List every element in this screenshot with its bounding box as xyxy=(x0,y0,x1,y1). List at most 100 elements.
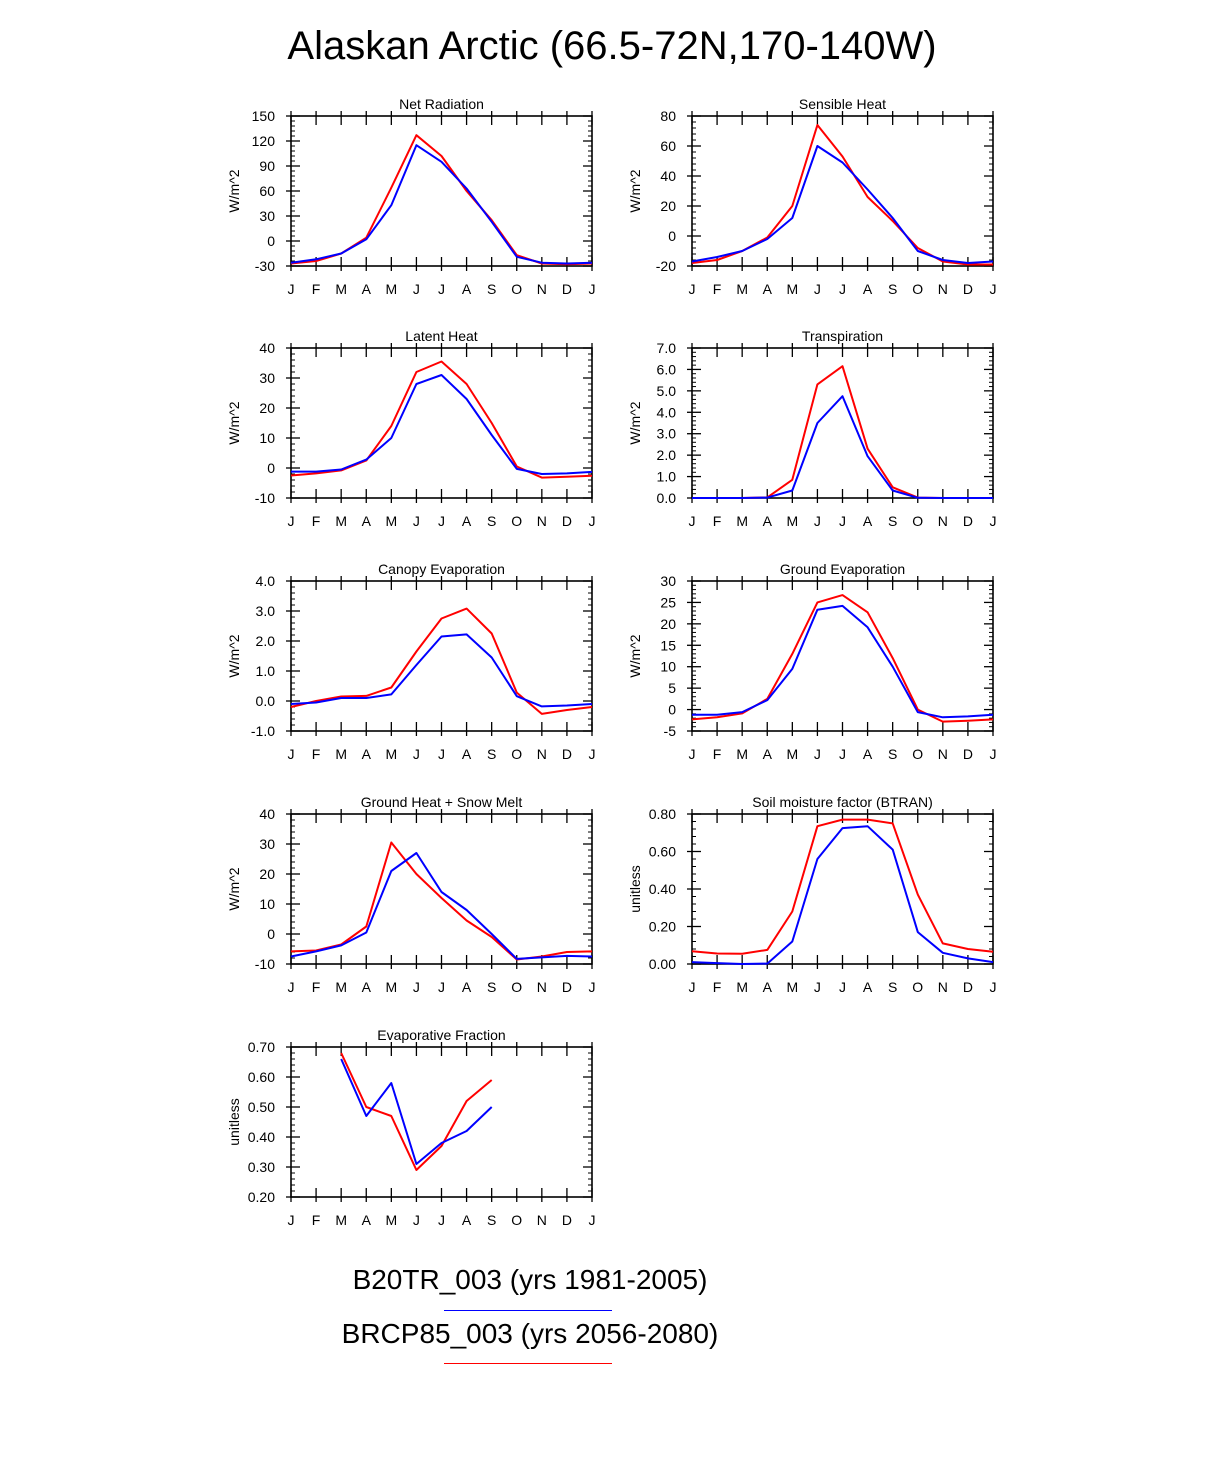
x-tick-label: S xyxy=(487,979,496,995)
y-tick-label: 10 xyxy=(259,896,275,912)
x-tick-label: J xyxy=(413,513,420,529)
y-tick-label: 80 xyxy=(660,108,676,124)
x-tick-label: S xyxy=(888,513,897,529)
x-tick-label: J xyxy=(438,281,445,297)
x-tick-label: A xyxy=(462,513,472,529)
x-tick-label: A xyxy=(362,281,372,297)
x-tick-label: S xyxy=(487,281,496,297)
x-tick-label: M xyxy=(385,513,397,529)
y-tick-label: 2.0 xyxy=(657,447,677,463)
series-line-b20tr xyxy=(691,145,994,264)
x-tick-label: J xyxy=(589,746,596,762)
x-tick-label: J xyxy=(288,513,295,529)
x-tick-label: S xyxy=(487,513,496,529)
y-tick-label: -1.0 xyxy=(251,723,275,739)
x-tick-label: J xyxy=(990,746,997,762)
x-tick-label: J xyxy=(814,281,821,297)
y-axis-label: unitless xyxy=(627,865,643,912)
x-tick-label: M xyxy=(385,746,397,762)
y-tick-label: 40 xyxy=(259,340,275,356)
x-tick-label: N xyxy=(537,513,547,529)
series-line-brcp85 xyxy=(290,134,593,266)
series-line-b20tr xyxy=(692,395,993,499)
x-tick-label: D xyxy=(562,513,572,529)
y-tick-label: 0.00 xyxy=(649,956,676,972)
x-tick-label: S xyxy=(888,746,897,762)
legend-swatch-b20tr xyxy=(444,1310,612,1311)
x-tick-label: A xyxy=(362,979,372,995)
y-tick-label: 0 xyxy=(668,228,676,244)
series-line-b20tr xyxy=(291,374,593,475)
series-line-brcp85 xyxy=(290,841,593,961)
x-tick-label: F xyxy=(312,513,321,529)
plot-frame xyxy=(290,115,593,267)
x-tick-label: J xyxy=(589,1212,596,1228)
chart-title: Evaporative Fraction xyxy=(377,1027,505,1043)
x-tick-label: J xyxy=(413,979,420,995)
x-tick-label: J xyxy=(814,746,821,762)
x-tick-label: M xyxy=(736,746,748,762)
plot-frame xyxy=(691,347,994,499)
y-tick-label: 30 xyxy=(259,370,275,386)
y-tick-label: 0.30 xyxy=(248,1159,275,1175)
x-tick-label: A xyxy=(863,513,873,529)
x-tick-label: O xyxy=(912,746,923,762)
x-tick-label: J xyxy=(839,979,846,995)
y-tick-label: 4.0 xyxy=(256,573,276,589)
x-tick-label: M xyxy=(736,281,748,297)
y-tick-label: 60 xyxy=(259,183,275,199)
x-tick-label: A xyxy=(462,746,472,762)
x-tick-label: J xyxy=(589,513,596,529)
y-tick-label: 30 xyxy=(259,208,275,224)
series-line-b20tr xyxy=(691,825,994,965)
x-tick-label: D xyxy=(562,281,572,297)
plot-frame xyxy=(691,580,994,732)
x-tick-label: J xyxy=(413,746,420,762)
y-tick-label: 0.60 xyxy=(649,844,676,860)
x-tick-label: J xyxy=(438,746,445,762)
y-tick-label: -30 xyxy=(255,258,275,274)
series-line-brcp85 xyxy=(691,818,994,955)
plot-frame xyxy=(290,1046,593,1198)
chart-ground-heat-snow-melt: Ground Heat + Snow Melt W/m^2 -10 0 10 20 30 40… xyxy=(226,794,596,995)
x-tick-label: S xyxy=(888,979,897,995)
y-tick-label: 3.0 xyxy=(256,603,276,619)
x-tick-label: A xyxy=(462,1212,472,1228)
x-tick-label: A xyxy=(362,513,372,529)
x-tick-label: A xyxy=(763,979,773,995)
chart-title: Ground Heat + Snow Melt xyxy=(361,794,523,810)
y-axis-label: W/m^2 xyxy=(226,634,242,677)
x-tick-label: A xyxy=(763,513,773,529)
x-tick-label: J xyxy=(288,979,295,995)
plot-frame xyxy=(290,347,593,499)
y-tick-label: 0.20 xyxy=(248,1189,275,1205)
x-tick-label: J xyxy=(438,513,445,529)
x-tick-label: J xyxy=(689,513,696,529)
y-tick-label: 2.0 xyxy=(256,633,276,649)
series-line-brcp85 xyxy=(290,360,593,479)
x-tick-label: J xyxy=(814,979,821,995)
y-tick-label: 20 xyxy=(259,866,275,882)
legend-label-brcp85: BRCP85_003 (yrs 2056-2080) xyxy=(341,1318,719,1349)
x-tick-label: O xyxy=(511,513,522,529)
chart-soil-moisture-factor-btran: Soil moisture factor (BTRAN) unitless 0.00… xyxy=(627,794,997,995)
x-tick-label: J xyxy=(839,281,846,297)
x-tick-label: N xyxy=(938,513,948,529)
x-tick-label: J xyxy=(689,979,696,995)
y-tick-label: 4.0 xyxy=(657,404,677,420)
x-tick-label: D xyxy=(562,979,572,995)
x-tick-label: J xyxy=(814,513,821,529)
y-tick-label: 40 xyxy=(259,806,275,822)
x-tick-label: J xyxy=(990,513,997,529)
plot-frame xyxy=(290,813,593,965)
y-tick-label: 40 xyxy=(660,168,676,184)
x-tick-label: A xyxy=(863,746,873,762)
x-tick-label: M xyxy=(385,281,397,297)
y-tick-label: 0 xyxy=(267,926,275,942)
x-tick-label: J xyxy=(839,513,846,529)
y-tick-label: 60 xyxy=(660,138,676,154)
x-tick-label: A xyxy=(462,979,472,995)
